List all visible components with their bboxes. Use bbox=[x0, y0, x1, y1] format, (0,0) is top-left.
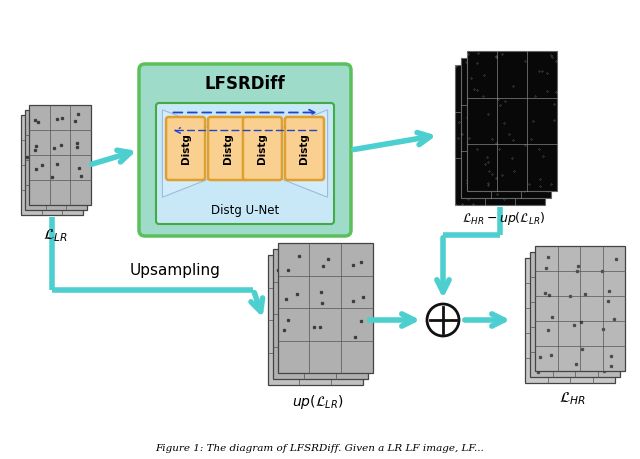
Text: Distg: Distg bbox=[180, 133, 191, 164]
Bar bbox=[273, 249, 367, 379]
Text: Distg U-Net: Distg U-Net bbox=[211, 204, 279, 217]
Text: $\mathcal{L}_{HR}$: $\mathcal{L}_{HR}$ bbox=[559, 391, 587, 407]
FancyBboxPatch shape bbox=[285, 117, 324, 180]
Bar bbox=[278, 243, 372, 373]
Bar bbox=[525, 257, 615, 382]
Text: Distg: Distg bbox=[300, 133, 310, 164]
Polygon shape bbox=[250, 110, 328, 197]
FancyBboxPatch shape bbox=[243, 117, 282, 180]
Text: LFSRDiff: LFSRDiff bbox=[205, 75, 285, 93]
FancyBboxPatch shape bbox=[208, 117, 247, 180]
Text: Distg: Distg bbox=[223, 133, 232, 164]
Bar bbox=[535, 246, 625, 370]
FancyBboxPatch shape bbox=[166, 117, 205, 180]
Bar bbox=[25, 110, 87, 210]
Bar bbox=[467, 51, 557, 191]
Bar bbox=[29, 105, 91, 205]
Text: Distg: Distg bbox=[257, 133, 268, 164]
Bar bbox=[21, 115, 83, 215]
Polygon shape bbox=[163, 110, 240, 197]
Bar bbox=[461, 58, 551, 198]
FancyBboxPatch shape bbox=[156, 103, 334, 224]
Text: $up(\mathcal{L}_{LR})$: $up(\mathcal{L}_{LR})$ bbox=[292, 393, 344, 411]
FancyBboxPatch shape bbox=[139, 64, 351, 236]
Bar bbox=[268, 255, 362, 385]
Text: $\mathcal{L}_{HR}-up(\mathcal{L}_{LR})$: $\mathcal{L}_{HR}-up(\mathcal{L}_{LR})$ bbox=[462, 210, 546, 227]
Text: Figure 1: The diagram of LFSRDiff. Given a LR LF image, LF...: Figure 1: The diagram of LFSRDiff. Given… bbox=[156, 444, 484, 453]
Text: Upsampling: Upsampling bbox=[129, 263, 220, 278]
Bar bbox=[530, 252, 620, 376]
Bar bbox=[455, 65, 545, 205]
Text: $\mathcal{L}_{LR}$: $\mathcal{L}_{LR}$ bbox=[44, 227, 68, 244]
Circle shape bbox=[427, 304, 459, 336]
